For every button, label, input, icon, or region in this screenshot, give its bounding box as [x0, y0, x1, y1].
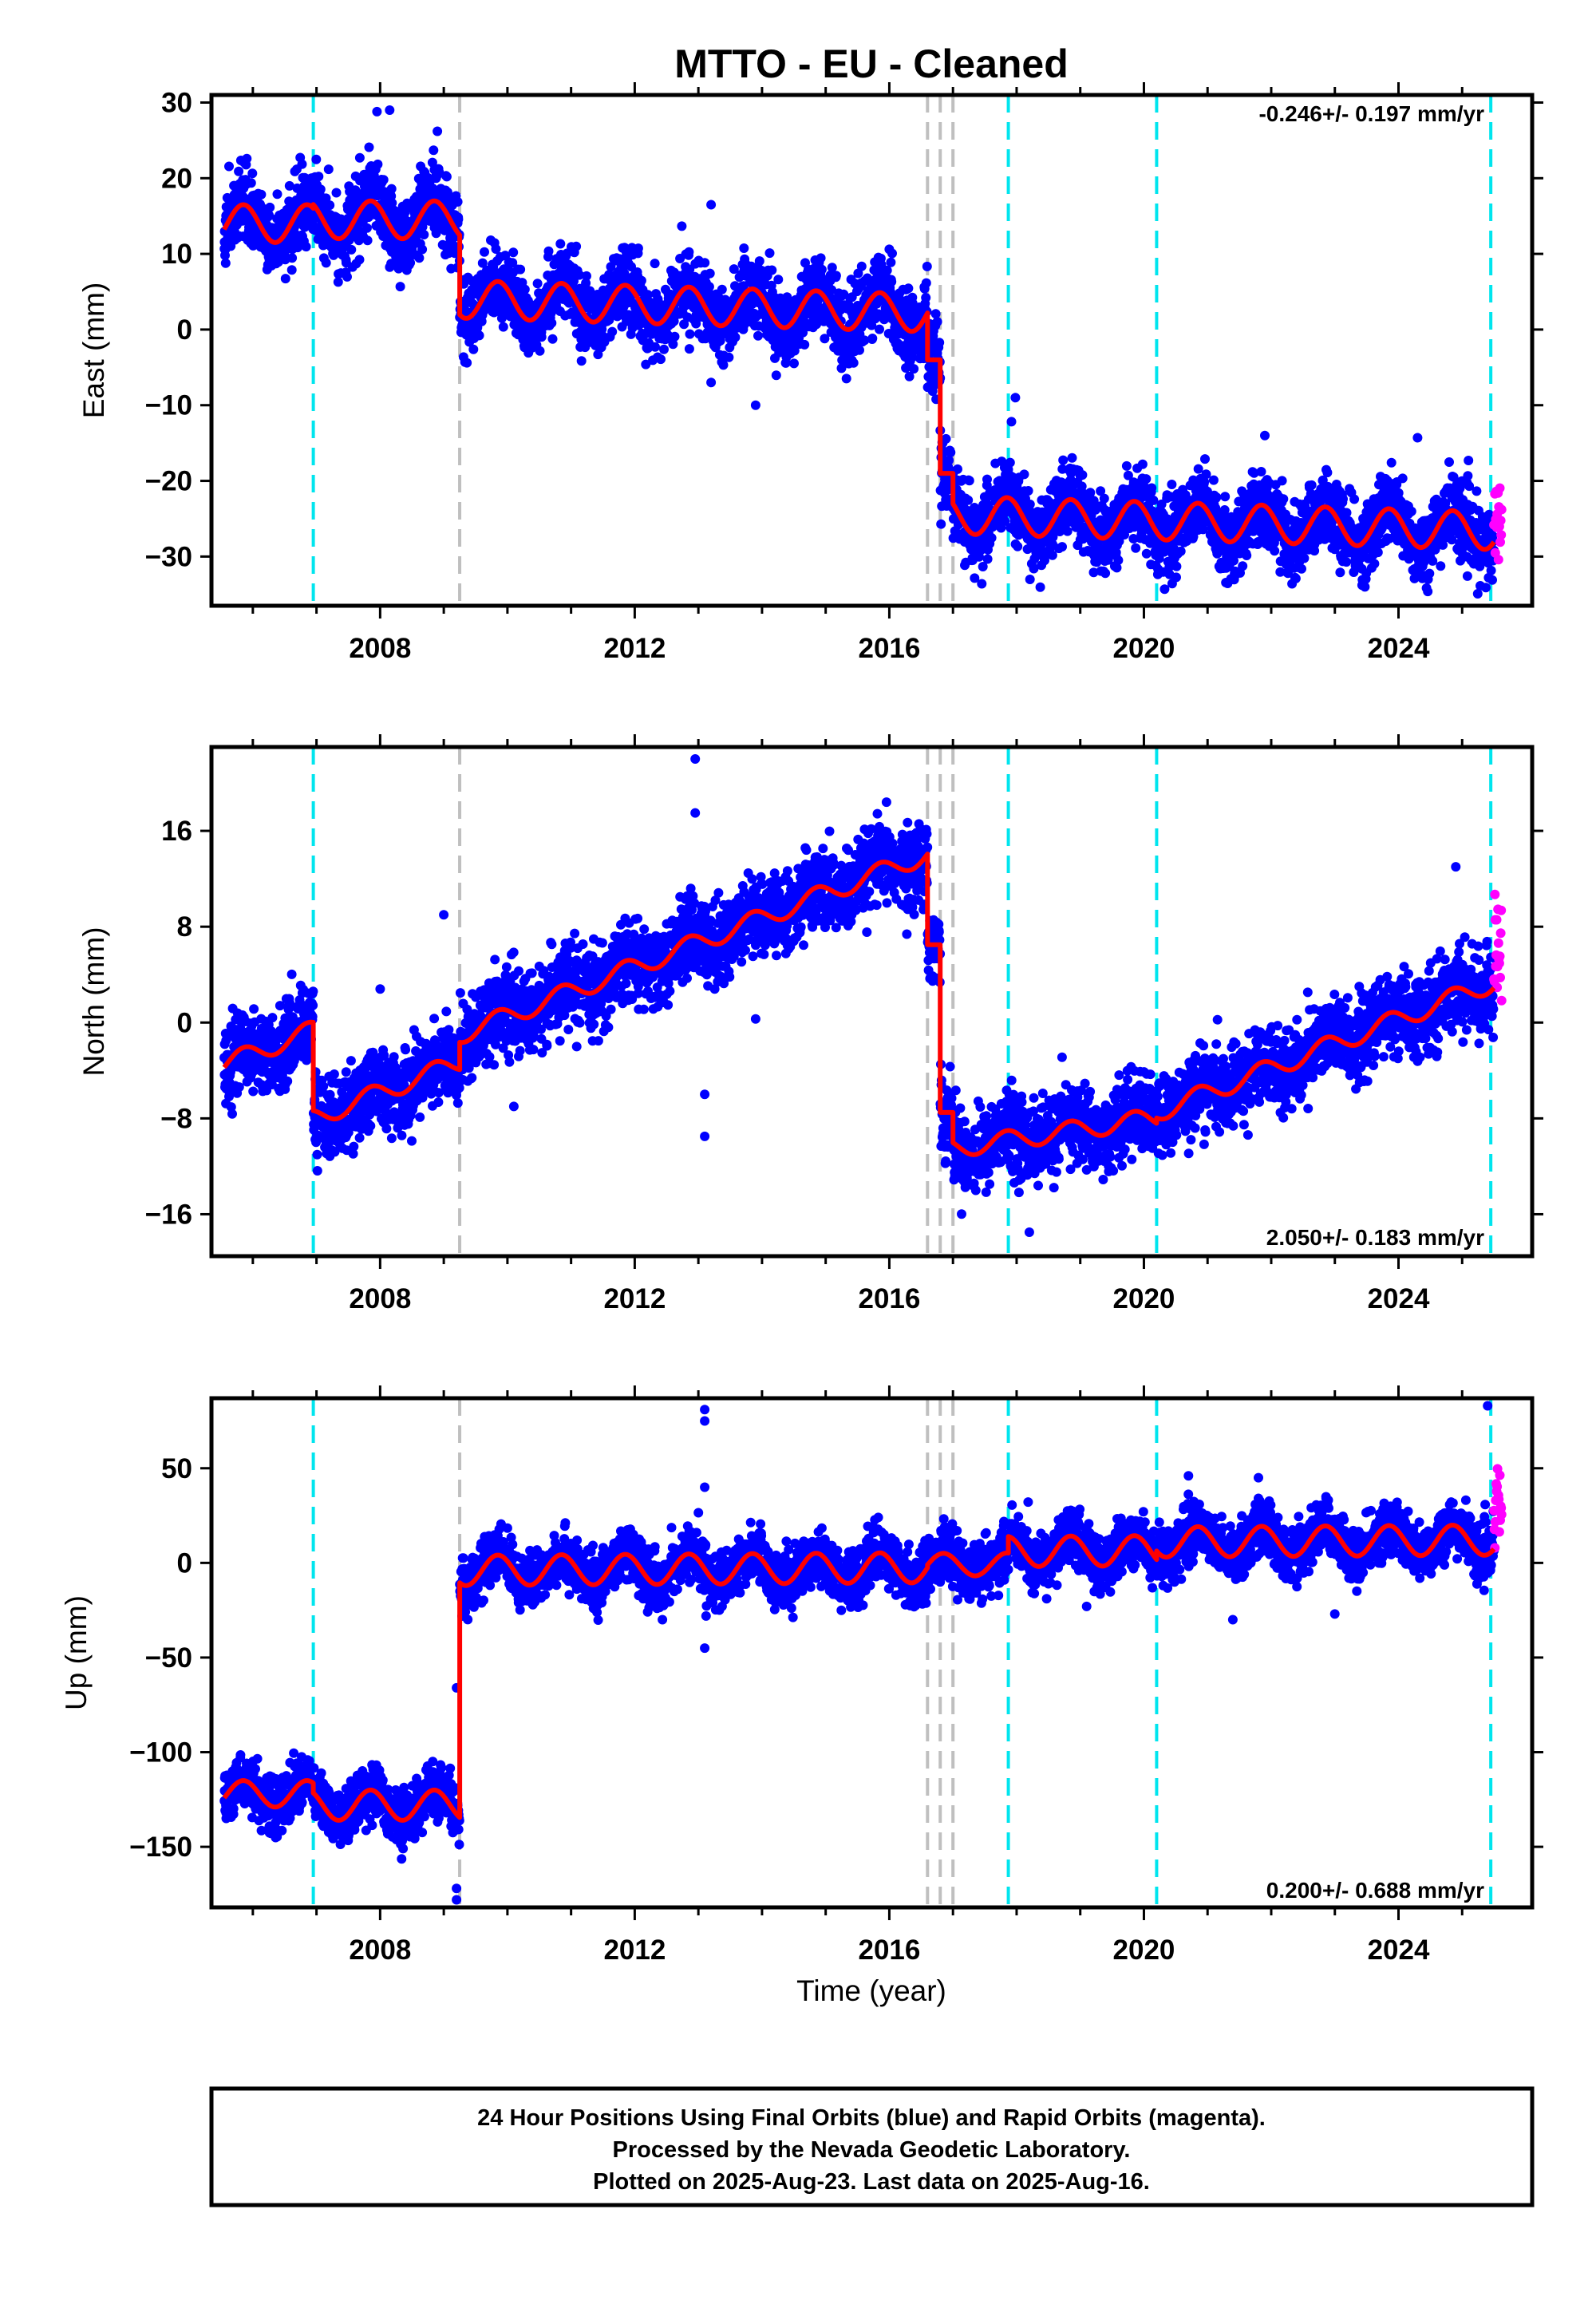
y-tick-label: 50: [161, 1453, 192, 1484]
x-tick-label: 2008: [349, 633, 411, 664]
y-tick-label: 0: [177, 1547, 192, 1579]
east-ylabel: East (mm): [77, 283, 110, 419]
up-frame: [209, 1396, 1535, 1910]
rapid-orbit-points: [1489, 1464, 1507, 1553]
x-tick-label: 2008: [349, 1283, 411, 1314]
y-tick-label: −8: [160, 1103, 192, 1134]
plot-clip-group: [219, 747, 1507, 1256]
north-axis: 2008 2012 2016 2020 2024 16 8 0 −8 −16: [145, 734, 1543, 1314]
footer-line-2: Processed by the Nevada Geodetic Laborat…: [613, 2137, 1131, 2163]
panel-east: 2008 2012 2016 2020 2024 30 20 10 0 −10 −20 −30 Eas…: [77, 82, 1543, 664]
y-tick-label: −150: [129, 1832, 192, 1863]
rapid-orbit-points: [1489, 483, 1507, 565]
final-orbit-points: [219, 754, 1499, 1237]
east-rate: -0.246+/- 0.197 mm/yr: [1258, 101, 1484, 126]
east-plot-area: [219, 95, 1507, 606]
x-tick-label: 2020: [1113, 1935, 1175, 1966]
y-tick-label: −20: [145, 466, 192, 497]
x-tick-label: 2016: [858, 1935, 920, 1966]
y-tick-label: 30: [161, 87, 192, 118]
final-orbit-points: [219, 105, 1499, 599]
footer-line-1: 24 Hour Positions Using Final Orbits (bl…: [477, 2105, 1266, 2131]
up-ylabel: Up (mm): [60, 1595, 93, 1710]
x-tick-label: 2016: [858, 633, 920, 664]
north-rate: 2.050+/- 0.183 mm/yr: [1266, 1225, 1484, 1250]
x-tick-label: 2016: [858, 1283, 920, 1314]
y-tick-label: 20: [161, 163, 192, 194]
panel-up: 2008 2012 2016 2020 2024 50 0 −50 −100 −150 Up (m…: [60, 1385, 1543, 1966]
footer-frame: [209, 2086, 1535, 2207]
x-tick-label: 2012: [603, 633, 666, 664]
y-tick-label: −50: [145, 1642, 192, 1674]
north-plot-area: [219, 747, 1507, 1256]
plot-clip-group: [219, 1398, 1507, 1907]
y-tick-label: 8: [177, 911, 192, 943]
x-tick-label: 2020: [1113, 633, 1175, 664]
north-frame: [209, 745, 1535, 1259]
footer-box: 24 Hour Positions Using Final Orbits (bl…: [209, 2086, 1535, 2207]
model-fit-line: [222, 198, 1496, 552]
x-tick-label: 2008: [349, 1935, 411, 1966]
y-tick-label: 16: [161, 816, 192, 847]
model-fit-line: [222, 1523, 1496, 1823]
x-tick-label: 2024: [1368, 1283, 1430, 1314]
east-axis: 2008 2012 2016 2020 2024 30 20 10 0 −10 −20 −30: [145, 82, 1543, 664]
up-axis: 2008 2012 2016 2020 2024 50 0 −50 −100 −150: [129, 1385, 1543, 1966]
x-tick-label: 2012: [603, 1283, 666, 1314]
model-fit-line: [222, 852, 1496, 1157]
east-frame: [209, 93, 1535, 608]
x-tick-label: 2020: [1113, 1283, 1175, 1314]
y-tick-label: 10: [161, 239, 192, 270]
final-orbit-points: [219, 1401, 1499, 1905]
north-ylabel: North (mm): [77, 927, 110, 1076]
y-tick-label: −16: [145, 1199, 192, 1230]
x-axis-label: Time (year): [796, 1974, 946, 2007]
y-tick-label: −100: [129, 1737, 192, 1769]
y-tick-label: 0: [177, 1007, 192, 1038]
footer-line-3: Plotted on 2025-Aug-23. Last data on 202…: [593, 2169, 1150, 2195]
x-tick-label: 2024: [1368, 1935, 1430, 1966]
up-plot-area: [219, 1398, 1507, 1907]
panel-north: 2008 2012 2016 2020 2024 16 8 0 −8 −16 North (mm)…: [77, 734, 1543, 1314]
x-tick-label: 2012: [603, 1935, 666, 1966]
x-tick-label: 2024: [1368, 633, 1430, 664]
y-tick-label: −30: [145, 541, 192, 572]
chart-title: MTTO - EU - Cleaned: [674, 41, 1069, 86]
y-tick-label: −10: [145, 390, 192, 421]
rapid-orbit-points: [1489, 889, 1507, 1006]
y-tick-label: 0: [177, 314, 192, 346]
plot-clip-group: [219, 95, 1507, 606]
up-rate: 0.200+/- 0.688 mm/yr: [1266, 1878, 1484, 1903]
